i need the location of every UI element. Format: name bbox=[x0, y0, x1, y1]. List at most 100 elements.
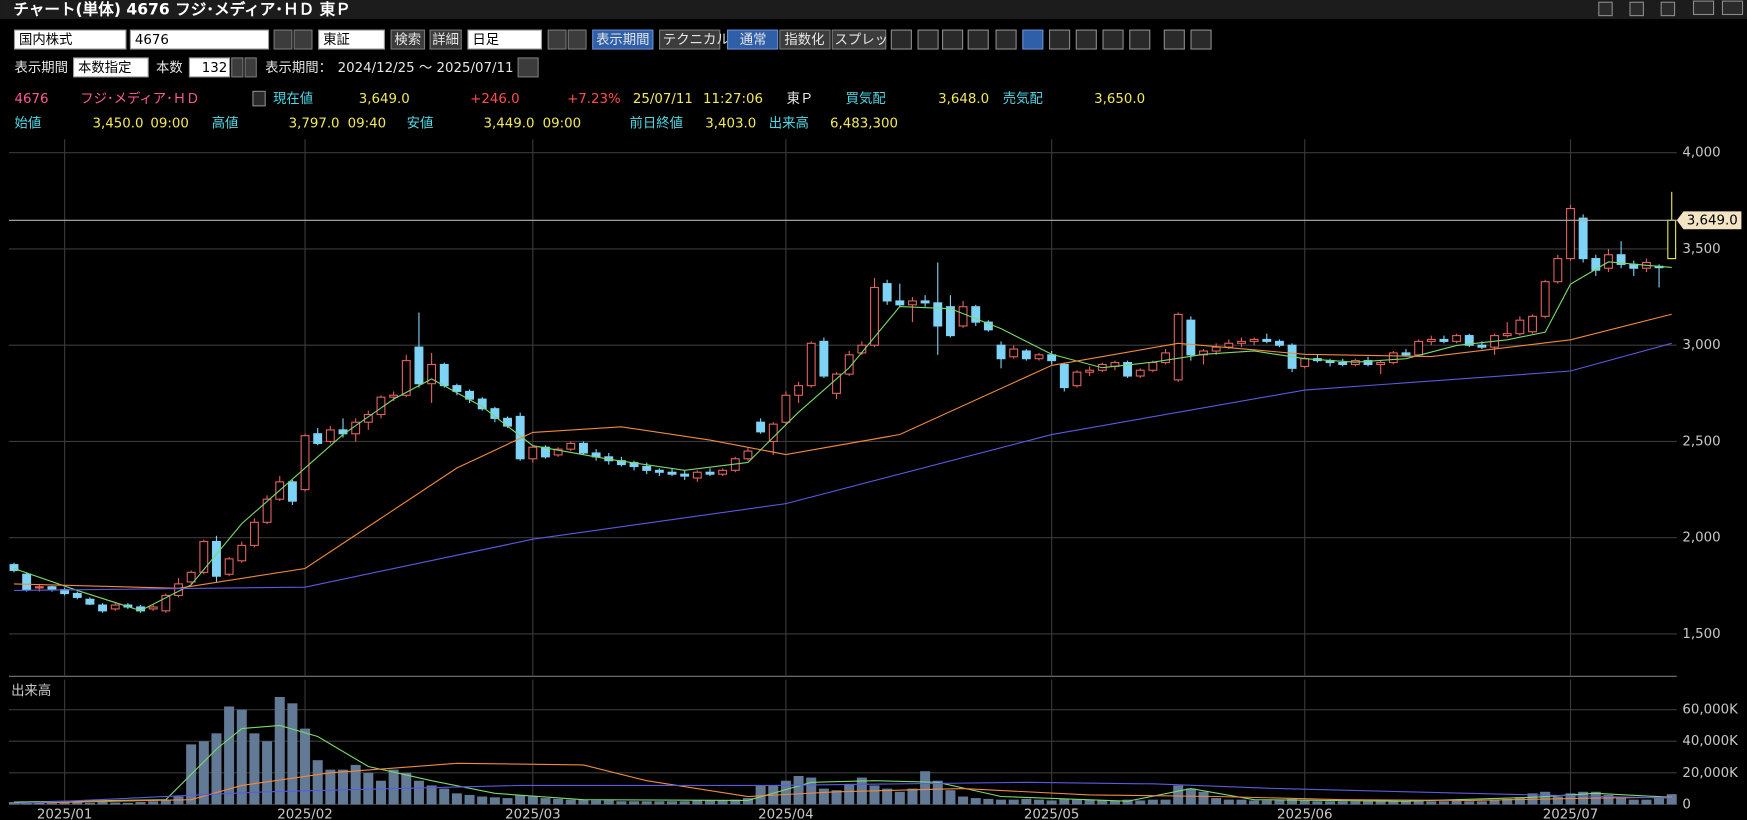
menu-icon[interactable] bbox=[1660, 1, 1676, 17]
period-select[interactable] bbox=[467, 29, 543, 50]
candle-body bbox=[920, 300, 930, 304]
settings-tool[interactable] bbox=[1129, 29, 1151, 50]
quote-code: 4676 bbox=[15, 92, 49, 107]
spread-button[interactable] bbox=[831, 29, 887, 50]
market-select[interactable] bbox=[13, 29, 127, 50]
prev-button[interactable] bbox=[273, 29, 293, 50]
volume-bar bbox=[515, 794, 526, 805]
zoom-out-tool[interactable] bbox=[942, 29, 964, 50]
volume-bar bbox=[1603, 794, 1614, 805]
candle-body bbox=[844, 354, 854, 375]
search-icon[interactable] bbox=[1629, 1, 1644, 17]
volume-bar bbox=[1097, 800, 1108, 805]
close-button[interactable] bbox=[1721, 0, 1744, 16]
candle-body bbox=[996, 344, 1006, 360]
y-tick-label: 3,000 bbox=[1682, 338, 1720, 353]
range-label: 表示期間： bbox=[265, 60, 332, 76]
candle-body bbox=[1021, 350, 1031, 360]
volume-bar bbox=[451, 793, 462, 805]
volume-bar bbox=[1135, 800, 1146, 805]
zoom-in-tool[interactable] bbox=[917, 29, 939, 50]
candle-body bbox=[1388, 352, 1398, 364]
volume-bar bbox=[629, 801, 640, 805]
candle-body bbox=[768, 423, 778, 443]
my-tool[interactable] bbox=[1075, 29, 1097, 50]
count-label: 本数 bbox=[156, 60, 183, 76]
volume-bar bbox=[780, 780, 791, 805]
search-button[interactable] bbox=[390, 29, 426, 50]
trend-tool[interactable] bbox=[995, 29, 1017, 50]
detail-button[interactable] bbox=[429, 29, 462, 50]
candle-body bbox=[1123, 361, 1133, 377]
volume-bar bbox=[717, 800, 728, 805]
volume-bar bbox=[211, 733, 222, 805]
technical-button[interactable] bbox=[659, 29, 721, 50]
prev-period-button[interactable] bbox=[547, 29, 567, 50]
candle-body bbox=[553, 448, 563, 456]
ask-label: 売気配 bbox=[1003, 91, 1043, 107]
volume-bar bbox=[502, 798, 513, 805]
normal-button[interactable] bbox=[726, 29, 779, 50]
count-mode-select[interactable] bbox=[72, 57, 149, 78]
export-tool[interactable] bbox=[1190, 29, 1212, 50]
volume-bar bbox=[793, 775, 804, 805]
candle-body bbox=[1199, 350, 1208, 356]
candle-body bbox=[212, 540, 221, 577]
x-tick-label: 2025/06 bbox=[1277, 807, 1332, 820]
volume-label: 出来高 bbox=[769, 115, 809, 132]
draw-tool[interactable] bbox=[967, 29, 989, 50]
next-button[interactable] bbox=[293, 29, 313, 50]
candle-body bbox=[1047, 354, 1057, 362]
print-tool[interactable] bbox=[1163, 29, 1185, 50]
link-icon[interactable] bbox=[1598, 1, 1613, 17]
candle-body bbox=[1452, 335, 1462, 342]
volume-bar bbox=[1147, 799, 1158, 805]
volume-bar bbox=[1173, 785, 1184, 805]
reset-button[interactable] bbox=[517, 57, 539, 78]
x-tick-label: 2025/07 bbox=[1543, 807, 1598, 820]
memo-icon[interactable] bbox=[252, 90, 266, 107]
high-label: 高値 bbox=[212, 115, 239, 132]
moving-average-line bbox=[13, 342, 1672, 591]
volume-bar bbox=[818, 788, 829, 805]
volume-bar bbox=[704, 800, 716, 805]
window-title: チャート(単体) 4676 フジ･メディア･ＨＤ 東Ｐ bbox=[13, 0, 350, 19]
candle-body bbox=[110, 604, 120, 610]
volume-bar bbox=[578, 799, 589, 805]
exchange-select[interactable] bbox=[318, 29, 385, 50]
volume-bar bbox=[1211, 798, 1222, 805]
index-button[interactable] bbox=[779, 29, 831, 50]
candle-body bbox=[1578, 217, 1588, 260]
volume-bar bbox=[388, 769, 399, 805]
volume-bar bbox=[1122, 799, 1133, 805]
current-price-tag bbox=[1676, 211, 1742, 230]
prev-close-value: 3,403.0 bbox=[705, 117, 756, 132]
volume-bar bbox=[97, 802, 108, 805]
count-input[interactable] bbox=[188, 57, 231, 78]
candle-body bbox=[528, 446, 538, 460]
yen-tool[interactable] bbox=[1022, 29, 1044, 50]
volume-tool[interactable] bbox=[1102, 29, 1124, 50]
candle-body bbox=[1085, 369, 1095, 373]
count-up[interactable] bbox=[244, 57, 257, 78]
volume-bar bbox=[72, 802, 83, 805]
volume-bar bbox=[350, 764, 361, 805]
high-time: 09:40 bbox=[348, 117, 387, 132]
code-select-text: 4676 bbox=[135, 33, 169, 48]
count-down[interactable] bbox=[231, 57, 244, 78]
volume-bar bbox=[1451, 800, 1462, 805]
candle-body bbox=[1553, 258, 1563, 283]
volume-bar bbox=[920, 771, 931, 805]
display-period-button[interactable] bbox=[592, 29, 654, 50]
window-controls[interactable] bbox=[1598, 0, 1744, 17]
candle-body bbox=[692, 471, 702, 479]
candle-body bbox=[870, 286, 879, 346]
candle-body bbox=[1540, 281, 1550, 317]
candle-body bbox=[933, 302, 943, 327]
crosshair-tool[interactable] bbox=[890, 29, 912, 50]
next-period-button[interactable] bbox=[567, 29, 587, 50]
restore-button[interactable] bbox=[1692, 0, 1715, 16]
tool-icons[interactable] bbox=[890, 29, 1212, 50]
info-tool[interactable] bbox=[1048, 29, 1071, 50]
code-select[interactable] bbox=[129, 29, 270, 50]
